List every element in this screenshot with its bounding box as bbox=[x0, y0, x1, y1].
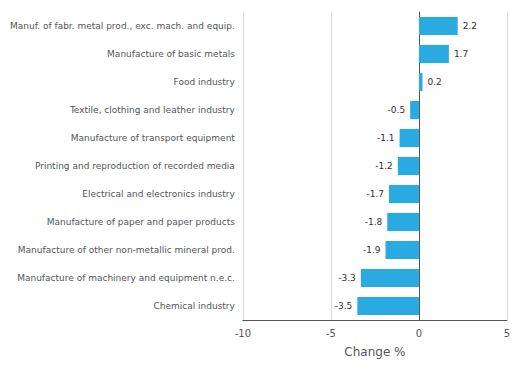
svg-text:-1.8: -1.8 bbox=[365, 217, 383, 227]
svg-text:-1.9: -1.9 bbox=[363, 245, 381, 255]
svg-text:Manufacture of basic metals: Manufacture of basic metals bbox=[107, 49, 235, 59]
svg-text:-10: -10 bbox=[235, 328, 251, 339]
svg-text:-1.1: -1.1 bbox=[377, 133, 395, 143]
svg-text:Manufacture of paper and paper: Manufacture of paper and paper products bbox=[47, 217, 235, 227]
svg-text:0: 0 bbox=[416, 328, 422, 339]
svg-text:-1.2: -1.2 bbox=[375, 161, 393, 171]
svg-text:5: 5 bbox=[504, 328, 510, 339]
svg-text:-3.5: -3.5 bbox=[335, 301, 353, 311]
svg-text:Change %: Change % bbox=[344, 345, 405, 359]
svg-text:-5: -5 bbox=[326, 328, 336, 339]
svg-text:Textile, clothing and leather: Textile, clothing and leather industry bbox=[69, 105, 236, 115]
svg-text:Manuf. of fabr. metal prod., e: Manuf. of fabr. metal prod., exc. mach. … bbox=[10, 21, 235, 31]
svg-text:-3.3: -3.3 bbox=[338, 273, 356, 283]
svg-text:Chemical industry: Chemical industry bbox=[153, 301, 235, 311]
svg-text:1.7: 1.7 bbox=[454, 49, 468, 59]
svg-text:Electrical and electronics ind: Electrical and electronics industry bbox=[82, 189, 235, 199]
svg-text:Manufacture of other non-metal: Manufacture of other non-metallic minera… bbox=[18, 245, 235, 255]
svg-text:Food industry: Food industry bbox=[174, 77, 236, 87]
svg-text:-0.5: -0.5 bbox=[388, 105, 406, 115]
svg-text:0.2: 0.2 bbox=[427, 77, 441, 87]
svg-text:Printing and reproduction of r: Printing and reproduction of recorded me… bbox=[35, 161, 235, 171]
svg-text:Manufacture of transport equip: Manufacture of transport equipment bbox=[71, 133, 236, 143]
svg-text:2.2: 2.2 bbox=[463, 21, 477, 31]
svg-text:Manufacture of machinery and e: Manufacture of machinery and equipment n… bbox=[17, 273, 235, 283]
svg-text:-1.7: -1.7 bbox=[366, 189, 384, 199]
